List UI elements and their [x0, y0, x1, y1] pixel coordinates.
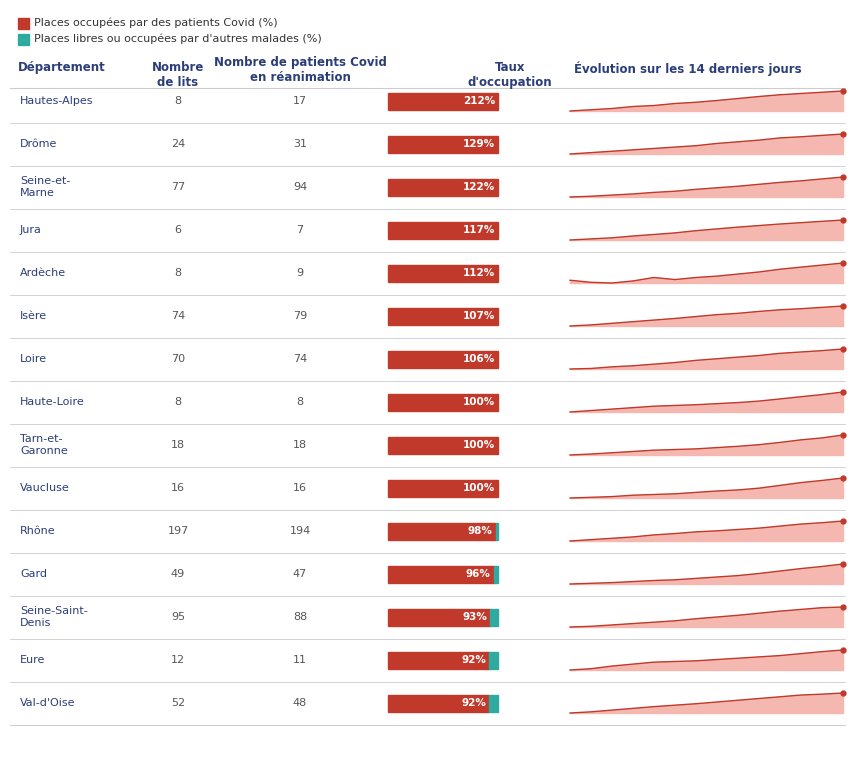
Text: 9: 9	[297, 268, 304, 278]
Text: 74: 74	[293, 354, 307, 364]
Text: Gard: Gard	[20, 569, 47, 579]
Text: 18: 18	[171, 440, 185, 450]
Bar	[388, 565, 493, 583]
Bar	[18, 17, 29, 28]
Bar	[388, 308, 498, 324]
Text: 106%: 106%	[463, 354, 495, 364]
Text: Nombre de patients Covid
en réanimation: Nombre de patients Covid en réanimation	[214, 56, 386, 84]
Text: 70: 70	[171, 354, 185, 364]
Text: 16: 16	[171, 483, 185, 493]
Bar	[490, 608, 498, 626]
Text: 17: 17	[293, 96, 307, 106]
Text: 8: 8	[297, 397, 304, 407]
Text: Places libres ou occupées par d'autres malades (%): Places libres ou occupées par d'autres m…	[34, 34, 321, 45]
Text: Hautes-Alpes: Hautes-Alpes	[20, 96, 93, 106]
Text: 129%: 129%	[463, 139, 495, 149]
Text: 11: 11	[293, 655, 307, 665]
Text: 95: 95	[171, 612, 185, 622]
Text: 7: 7	[297, 225, 304, 235]
Text: Département: Département	[18, 61, 106, 74]
Text: Loire: Loire	[20, 354, 47, 364]
Text: 112%: 112%	[463, 268, 495, 278]
Text: Rhône: Rhône	[20, 526, 56, 536]
Text: Ardèche: Ardèche	[20, 268, 66, 278]
Bar	[388, 265, 498, 281]
Bar	[388, 222, 498, 238]
Text: 117%: 117%	[463, 225, 495, 235]
Text: 197: 197	[168, 526, 189, 536]
Text: 100%: 100%	[463, 397, 495, 407]
Bar	[388, 179, 498, 195]
Text: 16: 16	[293, 483, 307, 493]
Text: 24: 24	[171, 139, 186, 149]
Text: 31: 31	[293, 139, 307, 149]
Text: 96%: 96%	[466, 569, 491, 579]
Text: Val-d'Oise: Val-d'Oise	[20, 698, 75, 708]
Text: Tarn-et-
Garonne: Tarn-et- Garonne	[20, 434, 68, 456]
Text: Places occupées par des patients Covid (%): Places occupées par des patients Covid (…	[34, 18, 278, 28]
Bar	[388, 437, 498, 454]
Bar	[388, 608, 490, 626]
Text: 8: 8	[174, 268, 181, 278]
Text: 122%: 122%	[463, 182, 495, 192]
Text: 194: 194	[289, 526, 310, 536]
Text: 6: 6	[174, 225, 181, 235]
Text: 79: 79	[293, 311, 307, 321]
Text: 94: 94	[293, 182, 307, 192]
Bar	[388, 394, 498, 411]
Bar	[388, 351, 498, 368]
Text: 100%: 100%	[463, 440, 495, 450]
Text: Évolution sur les 14 derniers jours: Évolution sur les 14 derniers jours	[575, 61, 802, 76]
Text: 93%: 93%	[463, 612, 487, 622]
Bar	[388, 135, 498, 152]
Bar	[493, 565, 498, 583]
Text: 92%: 92%	[462, 655, 486, 665]
Text: Haute-Loire: Haute-Loire	[20, 397, 85, 407]
Text: Isère: Isère	[20, 311, 47, 321]
Text: 107%: 107%	[463, 311, 495, 321]
Text: 98%: 98%	[468, 526, 492, 536]
Bar	[388, 694, 489, 711]
Text: 18: 18	[293, 440, 307, 450]
Text: 100%: 100%	[463, 483, 495, 493]
Bar	[489, 651, 498, 669]
Text: 88: 88	[293, 612, 307, 622]
Bar	[489, 694, 498, 711]
Text: Seine-Saint-
Denis: Seine-Saint- Denis	[20, 606, 88, 628]
Text: 77: 77	[171, 182, 186, 192]
Text: Nombre
de lits: Nombre de lits	[152, 61, 204, 89]
Text: 48: 48	[293, 698, 307, 708]
Text: 92%: 92%	[462, 698, 486, 708]
Text: Seine-et-
Marne: Seine-et- Marne	[20, 177, 70, 198]
Text: Taux
d'occupation: Taux d'occupation	[468, 61, 552, 89]
Text: Vaucluse: Vaucluse	[20, 483, 70, 493]
Bar	[388, 651, 489, 669]
Text: 8: 8	[174, 397, 181, 407]
Bar	[18, 34, 29, 45]
Text: 49: 49	[171, 569, 186, 579]
Text: 47: 47	[293, 569, 307, 579]
Text: 74: 74	[171, 311, 186, 321]
Text: 8: 8	[174, 96, 181, 106]
Text: 12: 12	[171, 655, 185, 665]
Bar	[388, 522, 496, 540]
Text: Drôme: Drôme	[20, 139, 57, 149]
Bar	[388, 480, 498, 497]
Text: 212%: 212%	[463, 96, 495, 106]
Bar	[496, 522, 498, 540]
Text: Jura: Jura	[20, 225, 42, 235]
Bar	[388, 92, 498, 109]
Text: 52: 52	[171, 698, 185, 708]
Text: Eure: Eure	[20, 655, 45, 665]
